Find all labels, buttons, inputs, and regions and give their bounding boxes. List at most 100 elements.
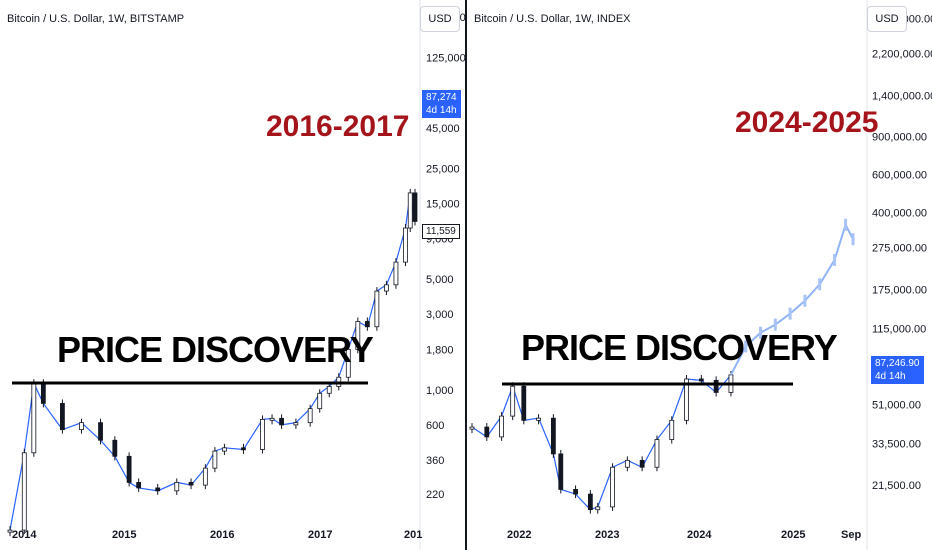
y-tick-label: 45,000 (426, 123, 460, 135)
projection-candle (759, 326, 763, 339)
last-price-countdown-left: 4d 14h (426, 105, 457, 116)
chart-left-svg[interactable]: Bitcoin / U.S. Dollar, 1W, BITSTAMP 225,… (0, 0, 465, 550)
candle-body (610, 466, 615, 508)
candle-body (484, 426, 490, 438)
candle-body (345, 348, 351, 378)
projection-candle (818, 278, 822, 291)
last-price-tag-left: 87,274 4d 14h (422, 90, 461, 118)
candle-body (126, 455, 132, 483)
y-tick-label: 5,000 (426, 274, 454, 286)
candle-body (364, 321, 370, 328)
candle-body (7, 529, 13, 533)
candle-body (393, 261, 399, 286)
y-axis-left: 225,000125,00045,00025,00015,0009,0005,0… (419, 0, 465, 550)
candle-body (639, 459, 645, 468)
candle-body (112, 439, 118, 457)
candle-body (174, 482, 180, 492)
candle-body (317, 392, 323, 410)
last-price-value-right: 87,246.90 (875, 358, 920, 369)
y-tick-label: 1,400,000.00 (872, 90, 932, 102)
y-tick-label: 3,000 (426, 309, 454, 321)
projection-candle (844, 218, 848, 231)
candle-body (212, 450, 218, 469)
candle-body (573, 489, 578, 495)
candle-body (558, 453, 564, 490)
candle-body (713, 379, 719, 393)
candle-body (624, 459, 630, 468)
x-tick-label: 2022 (507, 529, 531, 541)
projection-candle (773, 318, 777, 331)
candle-body (536, 417, 541, 421)
last-price-tag-right: 87,246.90 4d 14h (871, 356, 924, 384)
candle-body (510, 385, 516, 417)
x-tick-label: 2017 (308, 529, 332, 541)
symbol-title-left: Bitcoin / U.S. Dollar, 1W, BITSTAMP (7, 13, 184, 25)
y-tick-label: 220 (426, 489, 444, 501)
candle-body (595, 506, 601, 511)
candle-body (684, 378, 689, 421)
period-label-left: 2016-2017 (266, 110, 409, 143)
projection-line (730, 222, 854, 376)
x-axis-left: 2014 2015 2016 2017 201 (12, 529, 422, 541)
candle-body (550, 417, 556, 455)
x-tick-label: 2015 (112, 529, 136, 541)
candle-body (155, 487, 161, 492)
x-tick-label: Sep (841, 529, 861, 541)
x-tick-label: 2025 (781, 529, 805, 541)
y-tick-label: 33,500.00 (872, 439, 921, 451)
candle-body (293, 422, 299, 426)
candle-body (222, 447, 227, 452)
candle-body (521, 385, 527, 421)
chart-panel-left[interactable]: Bitcoin / U.S. Dollar, 1W, BITSTAMP 225,… (0, 0, 465, 550)
candle-body (188, 482, 194, 486)
candle-body (412, 192, 418, 222)
y-tick-label: 600 (426, 420, 444, 432)
candle-body (307, 408, 313, 424)
currency-button-right[interactable]: USD (867, 6, 907, 32)
candle-body (669, 419, 675, 440)
projection-candle (744, 340, 748, 353)
candle-body (269, 417, 275, 421)
y-tick-label: 360 (426, 455, 444, 467)
y-tick-label: 600,000.00 (872, 169, 927, 181)
x-tick-label: 2023 (595, 529, 619, 541)
price-series-left (7, 188, 418, 537)
candle-body (202, 467, 208, 486)
chart-right-svg[interactable]: Bitcoin / U.S. Dollar, 1W, INDEX 3,200,0… (467, 0, 932, 550)
candle-body (587, 493, 593, 511)
currency-button-left[interactable]: USD (420, 6, 460, 32)
candle-body (21, 452, 27, 531)
candle-body (698, 378, 704, 382)
projection-candle (803, 294, 807, 307)
candle-body (384, 284, 389, 292)
candle-body (654, 439, 660, 468)
candle-body (499, 415, 504, 438)
x-tick-label: 2016 (210, 529, 234, 541)
x-tick-label: 2024 (687, 529, 712, 541)
y-tick-label: 400,000.00 (872, 207, 927, 219)
price-series-right (469, 218, 855, 514)
candle-body (469, 426, 475, 430)
x-tick-label: 201 (404, 529, 422, 541)
current-value-tag-left: 11,559 (422, 224, 460, 239)
y-tick-label: 115,000.00 (872, 324, 926, 336)
projection-candle (833, 253, 837, 266)
y-tick-label: 25,000 (426, 163, 460, 175)
candle-body (260, 418, 265, 450)
candle-body (79, 422, 84, 431)
last-price-value-left: 87,274 (426, 92, 457, 103)
candle-body (31, 382, 37, 454)
period-label-right: 2024-2025 (735, 106, 878, 139)
price-discovery-label-right: PRICE DISCOVERY (521, 327, 838, 368)
candle-body (355, 321, 361, 350)
candle-body (407, 192, 413, 229)
y-axis-right: 3,200,000.002,200,000.001,400,000.00900,… (866, 0, 932, 550)
chart-panel-right[interactable]: Bitcoin / U.S. Dollar, 1W, INDEX 3,200,0… (467, 0, 932, 550)
candle-body (374, 290, 380, 328)
x-tick-label: 2014 (12, 529, 37, 541)
y-tick-label: 2,200,000.00 (872, 48, 932, 60)
y-tick-label: 21,500.00 (872, 480, 921, 492)
candle-body (60, 403, 65, 431)
candle-body (241, 447, 246, 451)
candle-body (136, 482, 142, 489)
